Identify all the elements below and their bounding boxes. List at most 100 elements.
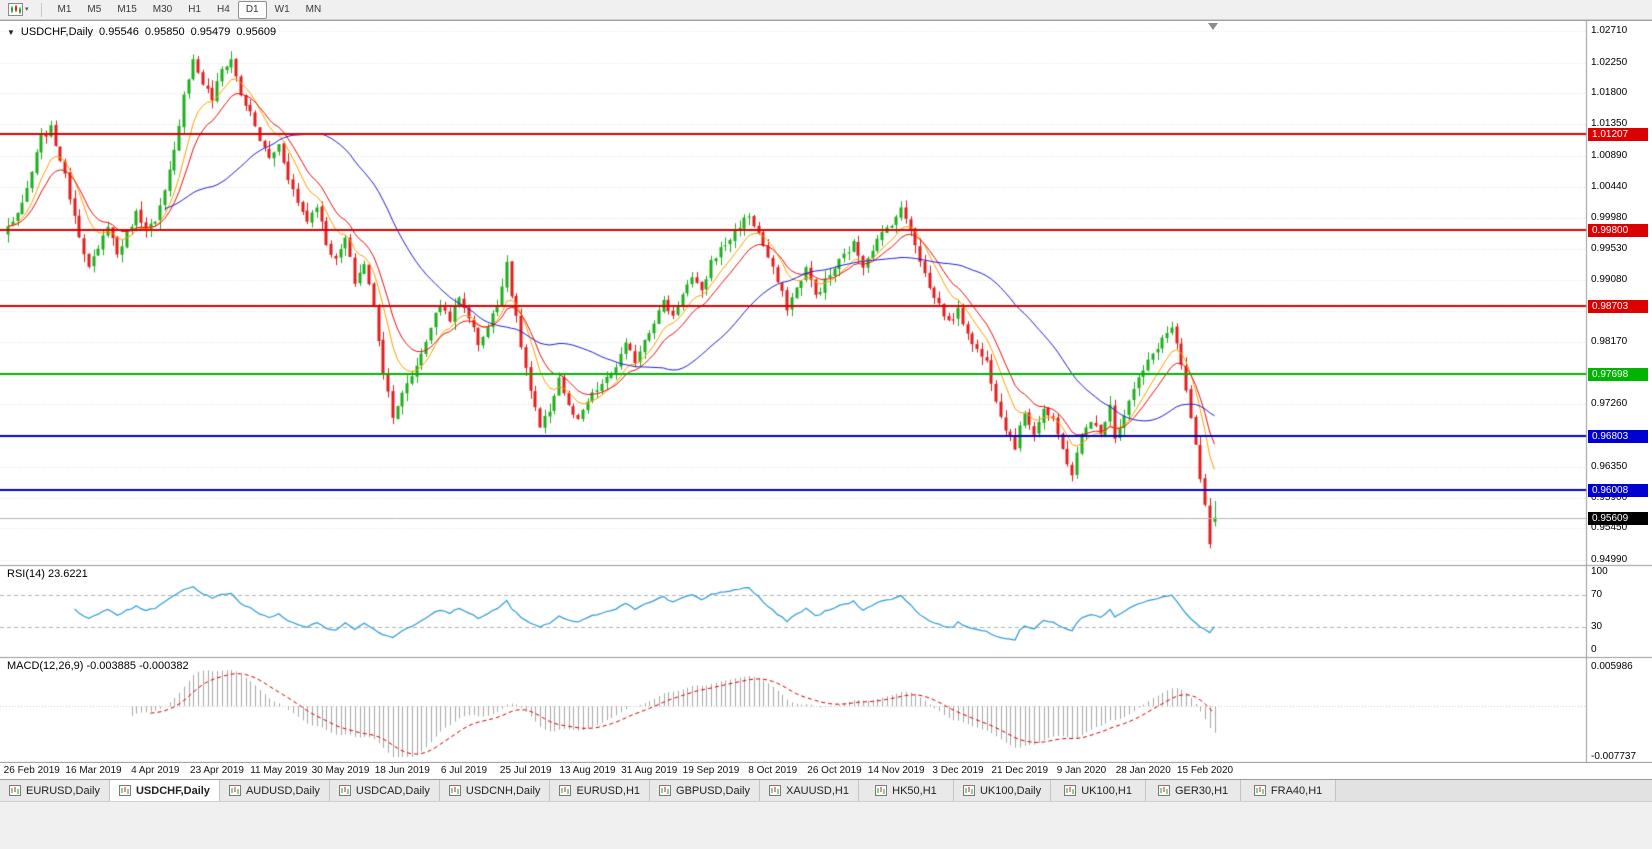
date-axis-label: 13 Aug 2019	[559, 765, 616, 776]
chart-tab-ger30-h1[interactable]: GER30,H1	[1146, 780, 1242, 801]
date-axis-label: 30 May 2019	[311, 765, 370, 776]
chart-tab-label: HK50,H1	[892, 784, 937, 797]
chart-tab-uk100-daily[interactable]: UK100,Daily	[953, 780, 1052, 801]
chart-tab-hk50-h1[interactable]: HK50,H1	[858, 780, 954, 801]
macd-axis-label: -0.007737	[1591, 751, 1637, 762]
mini-chart-icon	[228, 785, 241, 796]
chart-tab-eurusd-h1[interactable]: EURUSD,H1	[550, 780, 651, 801]
mini-chart-icon	[1157, 785, 1170, 796]
date-axis-label: 26 Feb 2019	[3, 765, 60, 776]
timeframe-button-m5[interactable]: M5	[79, 1, 109, 19]
chart-tab-label: FRA40,H1	[1270, 784, 1323, 797]
current-price-badge: 0.95609	[1588, 511, 1648, 525]
ohlc-open: 0.95546	[99, 26, 139, 38]
macd-axis-label: 0.005986	[1591, 661, 1633, 672]
time-axis[interactable]: 26 Feb 2019 16 Mar 2019 4 Apr 2019 23 Apr 2…	[0, 763, 1652, 779]
date-axis-label: 9 Jan 2020	[1056, 765, 1107, 776]
price-axis-label: 0.94990	[1591, 554, 1628, 565]
date-axis-label: 28 Jan 2020	[1115, 765, 1171, 776]
timeframe-button-m1[interactable]: M1	[50, 1, 80, 19]
mini-chart-icon	[559, 785, 572, 796]
chart-menu-icon[interactable]: ▼	[7, 27, 15, 37]
timeframe-button-h4[interactable]: H4	[209, 1, 238, 19]
date-axis-label: 6 Jul 2019	[440, 765, 488, 776]
chart-tab-bar: EURUSD,Daily USDCHF,Daily AUDUSD,Daily USDC…	[0, 779, 1652, 801]
date-axis-label: 16 Mar 2019	[65, 765, 122, 776]
timeframe-toolbar: ▾ M1 M5 M15 M30 H1 H4 D1 W1 MN	[0, 0, 1652, 20]
candlestick-chart-icon	[8, 3, 23, 16]
price-axis-label: 1.02710	[1591, 25, 1628, 36]
timeframe-button-m15[interactable]: M15	[109, 1, 144, 19]
price-axis-label: 1.02250	[1591, 56, 1628, 68]
dropdown-caret-icon: ▾	[25, 5, 29, 13]
macd-indicator-label: MACD(12,26,9) -0.003885 -0.000382	[7, 660, 189, 672]
mini-chart-icon	[9, 785, 21, 796]
price-level-badge: 0.97698	[1588, 368, 1648, 382]
price-axis-label: 1.01350	[1591, 118, 1628, 130]
mini-chart-icon	[875, 785, 888, 796]
chart-tab-usdchf-daily[interactable]: USDCHF,Daily	[109, 780, 220, 801]
mini-chart-icon	[962, 785, 975, 796]
date-axis-label: 19 Sep 2019	[682, 765, 740, 776]
chart-shift-marker[interactable]	[1208, 23, 1218, 30]
price-level-badge: 0.96803	[1588, 429, 1648, 443]
price-axis-label: 1.01800	[1591, 87, 1628, 99]
ohlc-close: 0.95609	[236, 26, 277, 38]
price-axis-label: 1.00440	[1591, 180, 1628, 192]
ohlc-high: 0.95850	[144, 26, 185, 38]
timeframe-button-d1[interactable]: D1	[237, 0, 267, 19]
chart-type-button[interactable]: ▾	[4, 1, 33, 18]
chart-tab-usdcnh-daily[interactable]: USDCNH,Daily	[439, 780, 551, 801]
mini-chart-icon	[338, 785, 351, 796]
chart-tab-uk100-h1[interactable]: UK100,H1	[1051, 780, 1147, 801]
chart-tab-xauusd-h1[interactable]: XAUUSD,H1	[759, 780, 859, 801]
timeframe-button-h1[interactable]: H1	[180, 1, 209, 19]
price-axis-label: 0.99980	[1591, 212, 1628, 224]
mini-chart-icon	[1064, 785, 1077, 796]
chart-window: ▼ USDCHF,Daily 0.95546 0.95850 0.95479 0…	[0, 20, 1652, 763]
mini-chart-icon	[659, 785, 672, 796]
chart-tab-gbpusd-daily[interactable]: GBPUSD,Daily	[650, 780, 760, 801]
chart-tab-label: UK100,Daily	[979, 784, 1042, 797]
price-axis-label: 0.96350	[1591, 460, 1628, 472]
date-axis-label: 18 Jun 2019	[374, 765, 430, 776]
price-axis-label: 0.95450	[1591, 522, 1628, 534]
toolbar-separator	[40, 2, 42, 17]
timeframe-buttons: M1 M5 M15 M30 H1 H4 D1 W1 MN	[50, 0, 330, 19]
chart-tab-fra40-h1[interactable]: FRA40,H1	[1241, 780, 1337, 801]
chart-tab-label: USDCAD,Daily	[355, 784, 430, 797]
price-chart-canvas[interactable]	[0, 21, 1652, 763]
date-axis-label: 11 May 2019	[250, 765, 308, 776]
price-level-badge: 1.01207	[1588, 127, 1648, 141]
chart-tab-label: XAUUSD,H1	[785, 784, 849, 797]
price-axis-label: 0.99080	[1591, 273, 1628, 285]
chart-tab-usdcad-daily[interactable]: USDCAD,Daily	[329, 780, 440, 801]
date-axis-label: 15 Feb 2020	[1176, 765, 1234, 776]
chart-tab-label: GER30,H1	[1174, 784, 1229, 797]
date-axis-label: 31 Aug 2019	[621, 765, 678, 776]
date-axis-label: 25 Jul 2019	[499, 765, 552, 776]
chart-tab-eurusd-daily[interactable]: EURUSD,Daily	[0, 780, 110, 801]
date-axis-label: 23 Apr 2019	[190, 765, 244, 776]
rsi-indicator-label: RSI(14) 23.6221	[7, 568, 88, 580]
mini-chart-icon	[1253, 785, 1266, 796]
price-axis-label: 0.98170	[1591, 336, 1628, 348]
chart-tab-label: USDCHF,Daily	[135, 784, 210, 797]
timeframe-button-w1[interactable]: W1	[267, 1, 298, 19]
chart-tab-label: GBPUSD,Daily	[676, 784, 750, 797]
chart-tab-label: USDCNH,Daily	[465, 784, 541, 797]
price-level-badge: 0.99800	[1588, 224, 1648, 238]
chart-tab-label: EURUSD,Daily	[26, 784, 100, 797]
price-axis-label: 0.99530	[1591, 242, 1628, 254]
rsi-axis-label: 70	[1591, 589, 1603, 601]
chart-tab-audusd-daily[interactable]: AUDUSD,Daily	[219, 780, 330, 801]
timeframe-button-mn[interactable]: MN	[298, 1, 330, 19]
timeframe-button-m30[interactable]: M30	[145, 1, 180, 19]
chart-tab-label: AUDUSD,Daily	[245, 784, 320, 797]
rsi-axis-label: 0	[1591, 644, 1597, 655]
chart-symbol-period: USDCHF,Daily	[20, 26, 94, 38]
price-axis-label: 0.97260	[1591, 398, 1628, 410]
date-axis-label: 4 Apr 2019	[131, 765, 180, 776]
date-axis-label: 21 Dec 2019	[991, 765, 1049, 776]
